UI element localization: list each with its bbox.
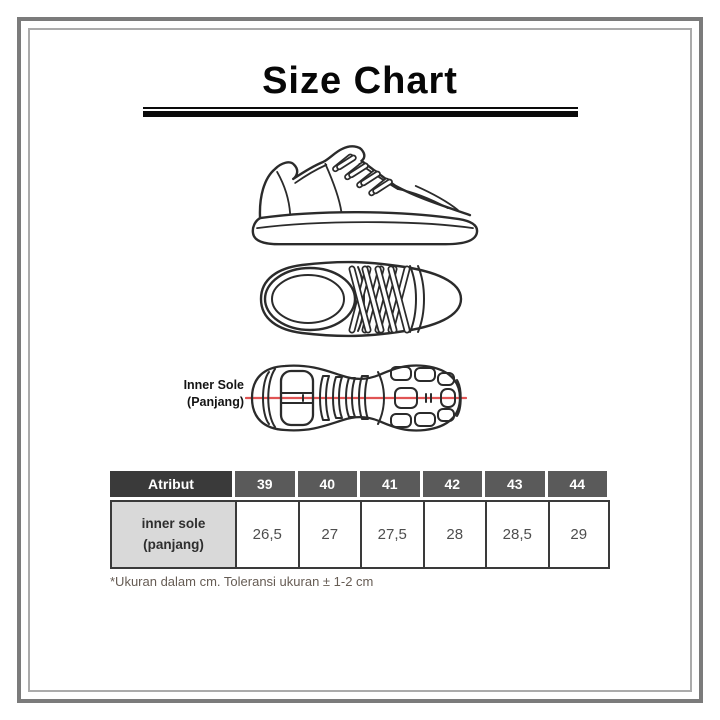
title-double-rule (143, 107, 578, 117)
table-header-size-44: 44 (547, 471, 610, 500)
top-collar-inner (271, 274, 345, 324)
sole-heel-band (280, 392, 314, 404)
sole-midfoot-bars (319, 375, 369, 421)
inner-frame-border (28, 28, 692, 692)
top-lace-stay-right (409, 265, 417, 333)
side-upper-outline (258, 145, 472, 220)
side-toe-cap-seam (396, 188, 449, 209)
top-toe-seam (417, 265, 425, 333)
table-header-size-39: 39 (235, 471, 298, 500)
sole-heel-wrap-tread (262, 368, 276, 428)
value-size-43: 28,5 (485, 500, 548, 569)
value-size-44: 29 (547, 500, 610, 569)
value-size-39: 26,5 (235, 500, 298, 569)
side-heel-seam (276, 170, 292, 215)
side-laces (332, 153, 393, 197)
side-sole-outline (251, 210, 479, 246)
inner-sole-label: Inner Sole (Panjang) (154, 377, 244, 411)
value-size-42: 28 (422, 500, 485, 569)
table-header-size-43: 43 (485, 471, 548, 500)
sole-forefoot-treads (390, 366, 462, 428)
top-laces (348, 265, 411, 334)
outer-frame-border (17, 17, 703, 703)
page-title: Size Chart (262, 60, 458, 102)
inner-sole-label-line2: (Panjang) (187, 394, 244, 409)
row-label-line2: (panjang) (143, 536, 204, 552)
footnote: *Ukuran dalam cm. Toleransi ukuran ± 1-2… (110, 574, 374, 589)
table-header-size-40: 40 (297, 471, 360, 500)
table-header-size-42: 42 (422, 471, 485, 500)
side-sole-accent-line (256, 221, 474, 230)
table-header-attribute: Atribut (110, 471, 235, 500)
inner-sole-label-line1: Inner Sole (183, 378, 244, 392)
sole-heel-block (279, 369, 315, 427)
side-quarter-seam (324, 162, 343, 213)
table-header-size-41: 41 (360, 471, 423, 500)
value-size-41: 27,5 (360, 500, 423, 569)
rule-thin-line (143, 107, 578, 109)
table-row-label: inner sole (panjang) (110, 500, 235, 569)
side-toe-vamp-curve (414, 185, 459, 211)
size-table: Atribut 39 40 41 42 43 44 inner sole (pa… (110, 471, 610, 569)
top-outline (259, 260, 463, 338)
top-collar-outer (263, 266, 357, 332)
side-collar-inner-line (294, 163, 328, 184)
sneaker-sole-view-icon (245, 364, 467, 432)
row-label-line1: inner sole (141, 516, 206, 532)
top-lace-stay-left (357, 266, 365, 332)
sneaker-top-view-icon (259, 260, 463, 338)
value-size-40: 27 (297, 500, 360, 569)
rule-thick-line (143, 111, 578, 117)
sneaker-side-view-icon (251, 145, 479, 246)
sole-ball-curve (377, 371, 385, 425)
